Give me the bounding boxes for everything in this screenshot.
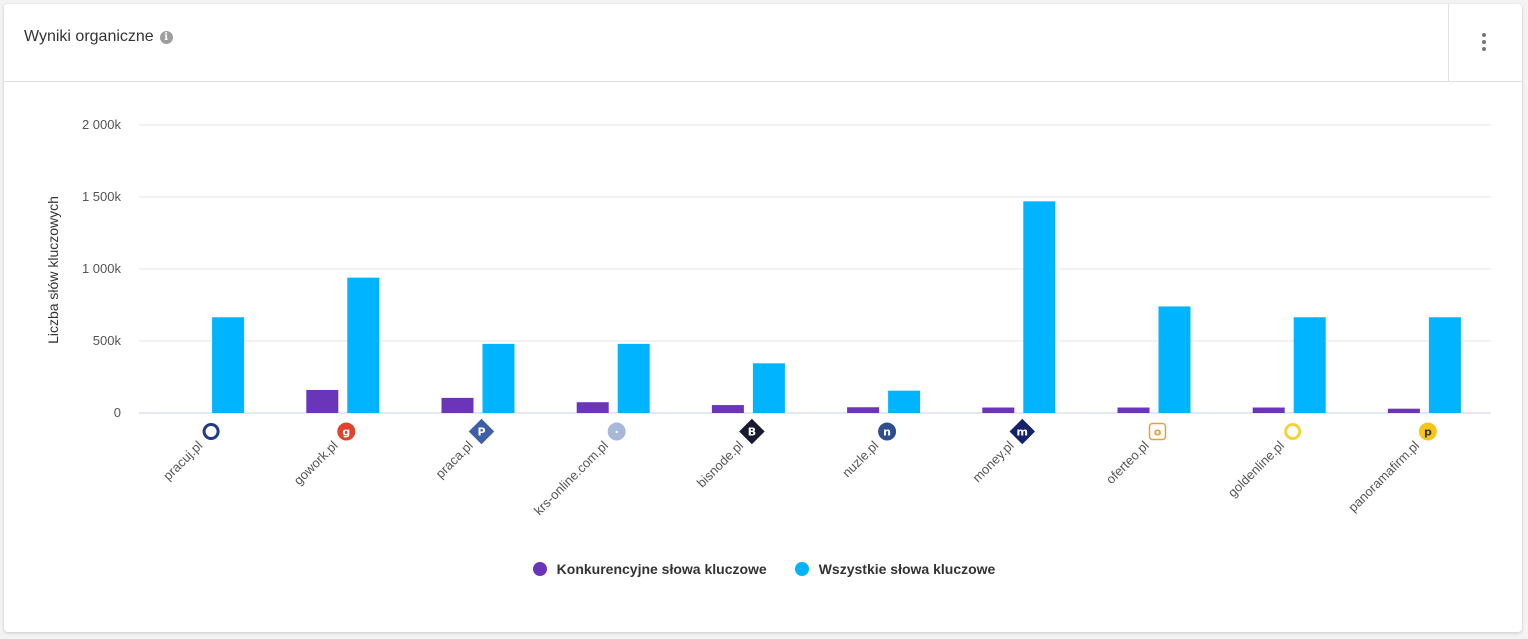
kebab-menu-icon[interactable]: [1464, 24, 1504, 60]
svg-text:p: p: [1424, 426, 1432, 439]
svg-text:P: P: [477, 426, 485, 439]
oferteo-logo-icon: o: [1148, 422, 1167, 441]
money-logo-icon: m: [1009, 418, 1036, 445]
x-tick-label: praca.pl: [433, 438, 476, 481]
x-tick-label: krs-online.com.pl: [531, 438, 611, 518]
y-tick-label: 1 000k: [82, 261, 122, 276]
y-tick-label: 500k: [93, 333, 122, 348]
praca-logo-icon: P: [468, 418, 495, 445]
chart-legend: Konkurencyjne słowa kluczowe Wszystkie sł…: [0, 561, 1528, 577]
bar[interactable]: [1158, 306, 1191, 413]
svg-text:n: n: [883, 426, 891, 439]
x-tick-label: panoramafirm.pl: [1345, 438, 1422, 515]
bar[interactable]: [1117, 407, 1150, 413]
gowork-logo-icon: g: [337, 422, 356, 441]
card-header: Wyniki organiczne i: [4, 4, 1522, 82]
panoramafirm-logo-icon: p: [1418, 422, 1437, 441]
bar[interactable]: [711, 405, 744, 413]
bar[interactable]: [982, 407, 1015, 413]
bar[interactable]: [1428, 317, 1461, 413]
bar[interactable]: [306, 389, 339, 413]
y-axis-label: Liczba słów kluczowych: [45, 196, 61, 344]
legend-item[interactable]: Konkurencyjne słowa kluczowe: [532, 561, 767, 577]
pracuj-logo-icon: [202, 423, 220, 441]
bar[interactable]: [347, 277, 380, 413]
header-divider: [1448, 4, 1449, 81]
goldenline-logo-icon: [1284, 423, 1302, 441]
x-tick-label: goldenline.pl: [1225, 438, 1287, 500]
bar[interactable]: [482, 343, 515, 413]
x-tick-label: gowork.pl: [291, 438, 341, 488]
bar[interactable]: [576, 402, 609, 413]
x-tick-label: oferteo.pl: [1103, 438, 1152, 487]
y-tick-label: 0: [114, 405, 121, 420]
info-icon[interactable]: i: [159, 30, 173, 44]
legend-item[interactable]: Wszystkie słowa kluczowe: [794, 561, 996, 577]
bar[interactable]: [212, 317, 245, 413]
bar[interactable]: [1252, 407, 1285, 413]
y-tick-label: 2 000k: [82, 117, 122, 132]
x-tick-label: pracuj.pl: [160, 438, 205, 483]
y-tick-label: 1 500k: [82, 189, 122, 204]
card-title: Wyniki organiczne: [24, 28, 154, 45]
bar[interactable]: [847, 407, 880, 413]
x-tick-group: pracuj.pl: [160, 423, 220, 483]
x-tick-label: money.pl: [969, 438, 1016, 485]
bar[interactable]: [888, 390, 921, 413]
organic-results-card: Wyniki organiczne i: [4, 4, 1522, 632]
legend-dot-icon: [794, 562, 809, 576]
svg-text:·: ·: [615, 426, 619, 439]
x-tick-label: bisnode.pl: [694, 438, 747, 491]
legend-label: Wszystkie słowa kluczowe: [818, 561, 996, 577]
svg-text:g: g: [342, 426, 350, 439]
x-tick-group: · krs-online.com.pl: [531, 422, 626, 518]
x-tick-label: nuzle.pl: [839, 438, 881, 480]
bisnode-logo-icon: B: [739, 418, 765, 445]
legend-label: Konkurencyjne słowa kluczowe: [556, 561, 767, 577]
krs-online-logo-icon: ·: [607, 422, 626, 441]
bar[interactable]: [752, 363, 785, 413]
bar[interactable]: [1293, 317, 1326, 413]
bar[interactable]: [1023, 201, 1056, 413]
svg-text:B: B: [748, 426, 756, 439]
bar[interactable]: [617, 343, 650, 413]
legend-dot-icon: [532, 562, 547, 576]
nuzle-logo-icon: n: [878, 422, 897, 441]
bar[interactable]: [1387, 408, 1420, 413]
title-wrap: Wyniki organiczne i: [24, 28, 173, 46]
svg-text:m: m: [1017, 426, 1028, 439]
bar[interactable]: [441, 397, 474, 413]
svg-text:o: o: [1154, 426, 1162, 439]
x-tick-group: goldenline.pl: [1225, 423, 1302, 500]
